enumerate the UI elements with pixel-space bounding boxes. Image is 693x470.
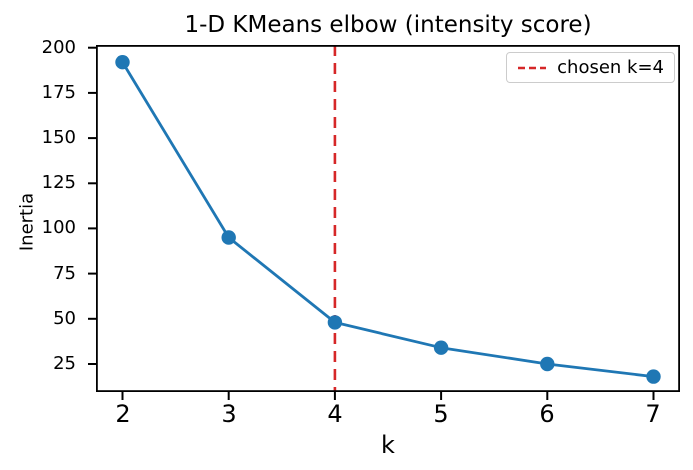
chart-title: 1-D KMeans elbow (intensity score): [184, 12, 592, 38]
y-tick-label: 150: [41, 127, 76, 148]
y-tick-label: 75: [53, 263, 76, 284]
inertia-line: [121, 60, 655, 379]
plot-area: chosen k=4: [88, 44, 681, 400]
x-tick-label: 6: [539, 400, 555, 428]
data-point-marker: [221, 230, 236, 245]
plot-canvas: [88, 44, 681, 400]
y-tick-label: 100: [41, 217, 76, 238]
y-tick-label: 125: [41, 172, 76, 193]
y-tick-label: 200: [41, 37, 76, 58]
data-point-marker: [646, 369, 661, 384]
x-tick-label: 3: [221, 400, 237, 428]
data-point-marker: [540, 356, 555, 372]
data-point-marker: [433, 340, 449, 355]
x-tick-label: 2: [115, 400, 131, 428]
y-tick-label: 50: [53, 308, 76, 329]
x-axis-label: k: [381, 431, 395, 459]
y-tick-label: 175: [41, 82, 76, 103]
legend-label: chosen k=4: [557, 57, 664, 78]
y-tick-label: 25: [53, 353, 76, 374]
axes-spines: [95, 44, 681, 393]
data-point-marker: [115, 55, 130, 70]
data-point-marker: [327, 315, 343, 330]
x-tick-label: 5: [433, 400, 449, 428]
legend: chosen k=4: [506, 52, 675, 83]
x-tick-label: 4: [327, 400, 343, 428]
x-tick-label: 7: [645, 400, 661, 428]
legend-dashed-line-icon: [518, 66, 547, 69]
